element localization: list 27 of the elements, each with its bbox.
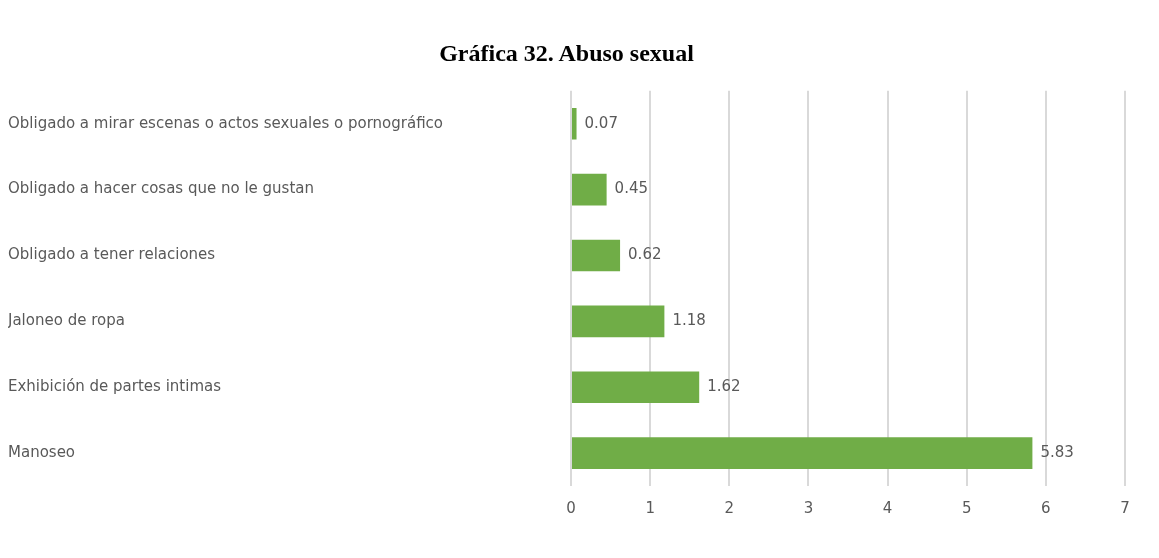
x-tick-label: 6	[1041, 498, 1051, 517]
y-tick-label: Obligado a hacer cosas que no le gustan	[8, 179, 314, 198]
y-tick-label: Obligado a mirar escenas o actos sexuales o pornográfico	[8, 113, 444, 132]
bar	[572, 173, 607, 206]
x-tick-label: 7	[1120, 498, 1130, 517]
y-tick-label: Obligado a tener relaciones	[8, 245, 216, 264]
data-label: 0.62	[628, 245, 662, 264]
y-tick-label: Jaloneo de ropa	[7, 311, 125, 330]
data-label: 0.45	[614, 179, 649, 198]
bar	[572, 371, 700, 404]
x-tick-label: 2	[724, 498, 735, 517]
x-tick-label: 5	[961, 498, 972, 517]
y-tick-label: Exhibición de partes intimas	[8, 377, 222, 396]
data-label: 5.83	[1040, 442, 1074, 461]
x-tick-label: 0	[566, 498, 576, 517]
x-tick-label: 3	[803, 498, 814, 517]
data-label: 1.62	[707, 377, 741, 396]
data-label: 0.07	[584, 113, 618, 132]
y-tick-label: Manoseo	[8, 442, 76, 461]
bar	[572, 305, 665, 338]
chart-title: Gráfica 32. Abuso sexual	[439, 39, 695, 66]
bar	[572, 239, 621, 272]
bar	[572, 437, 1033, 469]
x-tick-label: 1	[645, 498, 655, 517]
x-tick-label: 4	[882, 498, 893, 517]
data-label: 1.18	[672, 311, 706, 330]
bar	[572, 107, 577, 140]
